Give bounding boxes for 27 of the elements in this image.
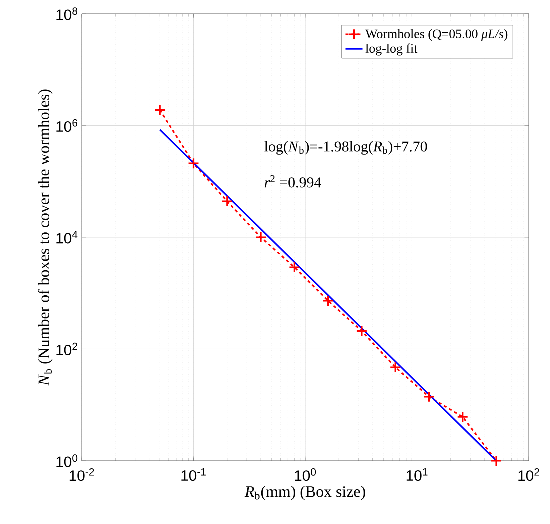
x-tick-label: 10$^{-2}$	[70, 468, 94, 482]
y-axis-title: N$_{b}$ (Number of boxes to cover the wormholes)	[38, 90, 53, 386]
x-tick-label: 10$^{-1}$	[182, 468, 206, 482]
y-tick-label: 10$^{2}$	[56, 342, 78, 356]
point	[154, 104, 166, 116]
y-tick-label: 10$^{0}$	[56, 454, 78, 468]
point	[490, 455, 502, 467]
legend-label: Wormholes (Q=05.00 μL/s)	[366, 29, 508, 42]
x-tick-label: 10$^{2}$	[518, 468, 540, 482]
point	[222, 196, 234, 208]
y-tick-label: 10$^{6}$	[56, 119, 78, 132]
annotation: log(N$_{b}$)=-1.98log(R$_{b}$)+7.70	[264, 141, 428, 155]
legend-label: log-log fit	[366, 44, 418, 56]
x-tick-label: 10$^{0}$	[295, 468, 316, 482]
y-tick-label: 10$^{4}$	[56, 231, 78, 244]
x-axis-title: R$_{b}$(mm) (Box size)	[244, 486, 366, 500]
point	[356, 325, 368, 338]
point	[255, 232, 267, 244]
x-tick-label: 10$^{1}$	[406, 468, 428, 482]
point	[188, 158, 200, 170]
point	[288, 262, 300, 274]
y-tick-label: 10$^{8}$	[56, 8, 78, 20]
point	[390, 362, 402, 374]
annotation: r$^{2}$ =0.994	[264, 175, 322, 188]
point	[322, 295, 334, 307]
point	[423, 391, 436, 403]
point	[457, 411, 469, 423]
